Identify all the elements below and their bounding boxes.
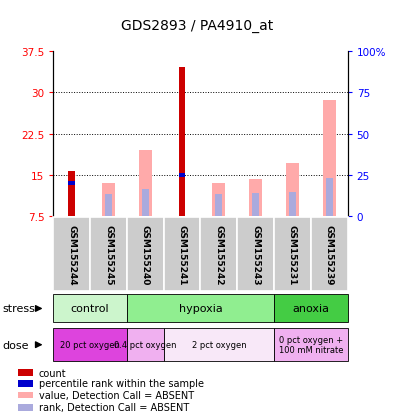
Bar xyxy=(164,218,201,291)
Bar xyxy=(274,328,348,362)
Bar xyxy=(68,171,75,217)
Bar xyxy=(127,218,164,291)
Text: hypoxia: hypoxia xyxy=(179,303,222,313)
Text: 20 pct oxygen: 20 pct oxygen xyxy=(60,340,120,349)
Bar xyxy=(105,195,112,217)
Bar xyxy=(68,182,75,186)
Text: GSM155245: GSM155245 xyxy=(104,224,113,285)
Text: GSM155243: GSM155243 xyxy=(251,224,260,285)
Bar xyxy=(142,189,149,217)
Text: 0 pct oxygen +
100 mM nitrate: 0 pct oxygen + 100 mM nitrate xyxy=(278,335,343,354)
Bar xyxy=(127,328,164,362)
Bar xyxy=(215,195,222,217)
Text: rank, Detection Call = ABSENT: rank, Detection Call = ABSENT xyxy=(39,402,189,412)
Text: 0.4 pct oxygen: 0.4 pct oxygen xyxy=(114,340,177,349)
Bar xyxy=(164,328,274,362)
Bar xyxy=(102,184,115,217)
Bar xyxy=(90,218,127,291)
Bar xyxy=(274,218,311,291)
Bar xyxy=(179,68,185,217)
Text: count: count xyxy=(39,368,66,377)
Bar xyxy=(213,184,225,217)
Text: GSM155239: GSM155239 xyxy=(325,224,334,285)
Text: GSM155242: GSM155242 xyxy=(214,224,223,285)
Text: GSM155231: GSM155231 xyxy=(288,224,297,285)
Bar xyxy=(325,178,333,217)
Bar xyxy=(179,173,185,178)
Bar xyxy=(18,392,33,398)
Text: percentile rank within the sample: percentile rank within the sample xyxy=(39,379,204,389)
Text: anoxia: anoxia xyxy=(292,303,329,313)
Bar xyxy=(286,164,299,217)
Bar xyxy=(311,218,348,291)
Bar xyxy=(289,192,296,217)
Bar xyxy=(201,218,237,291)
Text: GDS2893 / PA4910_at: GDS2893 / PA4910_at xyxy=(121,19,274,33)
Bar xyxy=(252,193,259,217)
Text: value, Detection Call = ABSENT: value, Detection Call = ABSENT xyxy=(39,390,194,400)
Text: control: control xyxy=(71,303,109,313)
Bar xyxy=(237,218,274,291)
Text: 2 pct oxygen: 2 pct oxygen xyxy=(192,340,246,349)
Text: dose: dose xyxy=(2,340,28,350)
Bar xyxy=(53,328,127,362)
Bar xyxy=(53,295,127,323)
Bar xyxy=(18,404,33,411)
Text: stress: stress xyxy=(2,304,35,314)
Text: GSM155244: GSM155244 xyxy=(67,224,76,285)
Bar xyxy=(274,295,348,323)
Bar xyxy=(53,218,90,291)
Bar xyxy=(127,295,274,323)
Bar xyxy=(323,101,336,217)
Bar xyxy=(18,380,33,387)
Text: GSM155241: GSM155241 xyxy=(178,224,186,285)
Bar xyxy=(18,369,33,376)
Text: GSM155240: GSM155240 xyxy=(141,224,150,285)
Bar xyxy=(139,151,152,217)
Bar xyxy=(249,180,262,217)
